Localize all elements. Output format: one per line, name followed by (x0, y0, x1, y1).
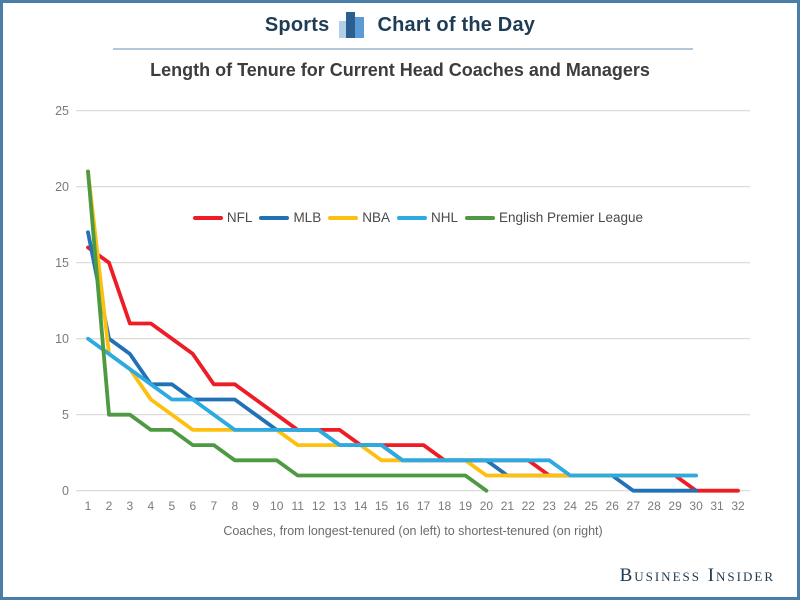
x-axis-tick-label: 9 (252, 499, 259, 513)
bar-chart-icon-middle-bar (346, 12, 356, 38)
y-axis-tick-label: 15 (55, 256, 69, 270)
legend-swatch (328, 215, 359, 220)
x-axis-caption: Coaches, from longest-tenured (on left) … (223, 524, 603, 538)
business-insider-logo: Business Insider (619, 565, 775, 586)
legend-label: MLB (293, 210, 322, 225)
legend-swatch (192, 215, 223, 220)
y-axis-tick-label: 10 (55, 332, 69, 346)
bar-chart-icon (339, 12, 367, 39)
x-axis-tick-label: 29 (668, 499, 682, 513)
x-axis-tick-label: 7 (210, 499, 217, 513)
x-axis-tick-label: 16 (396, 499, 410, 513)
brand-sports-label: Sports (264, 14, 330, 36)
legend-label: NBA (362, 210, 390, 225)
x-axis-tick-label: 18 (438, 499, 452, 513)
x-axis-tick-label: 19 (459, 499, 473, 513)
header-divider (113, 48, 693, 50)
x-axis-tick-label: 20 (480, 499, 494, 513)
x-axis-tick-label: 8 (231, 499, 238, 513)
x-axis-tick-label: 14 (354, 499, 368, 513)
x-axis-tick-label: 22 (522, 499, 536, 513)
x-axis-tick-label: 30 (689, 499, 703, 513)
x-axis-tick-label: 28 (647, 499, 661, 513)
chart-legend: NFL MLB NBA NHL English Premier League (88, 210, 748, 225)
brand-chart-of-the-day-label: Chart of the Day (377, 14, 536, 36)
legend-swatch (396, 215, 427, 220)
y-axis-tick-label: 5 (62, 408, 69, 422)
x-axis-tick-label: 12 (312, 499, 326, 513)
x-axis-tick-label: 24 (564, 499, 578, 513)
x-axis-tick-label: 17 (417, 499, 431, 513)
x-axis-tick-label: 10 (270, 499, 284, 513)
legend-item-mlb: MLB (259, 210, 321, 225)
legend-label: NFL (226, 210, 253, 225)
legend-label: NHL (430, 210, 458, 225)
x-axis-tick-label: 26 (606, 499, 620, 513)
x-axis-tick-label: 31 (710, 499, 724, 513)
x-axis-tick-label: 2 (106, 499, 113, 513)
legend-item-nhl: NHL (396, 210, 458, 225)
y-axis-tick-label: 20 (55, 180, 69, 194)
legend-swatch (464, 215, 495, 220)
series-line-english-premier-league (86, 169, 489, 493)
x-axis-tick-label: 11 (291, 499, 304, 513)
header: Sports Chart of the Day (3, 12, 797, 39)
x-axis-tick-label: 15 (375, 499, 389, 513)
x-axis-tick-label: 1 (85, 499, 92, 513)
x-axis-tick-label: 6 (189, 499, 196, 513)
bar-chart-icon-left-bar (339, 21, 350, 38)
legend-item-nfl: NFL (192, 210, 253, 225)
x-axis-tick-label: 21 (501, 499, 515, 513)
legend-item-english-premier-league: English Premier League (464, 210, 644, 225)
y-axis-tick-label: 0 (62, 484, 69, 498)
x-axis-tick-label: 5 (169, 499, 176, 513)
legend-label: English Premier League (498, 210, 644, 225)
x-axis-tick-label: 3 (127, 499, 134, 513)
series-line-nfl (86, 245, 740, 493)
bar-chart-icon-right-bar (355, 17, 365, 38)
legend-item-nba: NBA (328, 210, 390, 225)
x-axis-tick-label: 4 (148, 499, 155, 513)
x-axis-tick-label: 25 (585, 499, 599, 513)
y-axis-tick-label: 25 (55, 104, 69, 118)
series-line-nhl (86, 336, 698, 478)
page-title: Length of Tenure for Current Head Coache… (150, 60, 650, 80)
legend-swatch (259, 215, 290, 220)
x-axis-tick-label: 32 (731, 499, 745, 513)
x-axis-tick-label: 13 (333, 499, 347, 513)
x-axis-tick-label: 23 (543, 499, 557, 513)
x-axis-tick-label: 27 (627, 499, 641, 513)
